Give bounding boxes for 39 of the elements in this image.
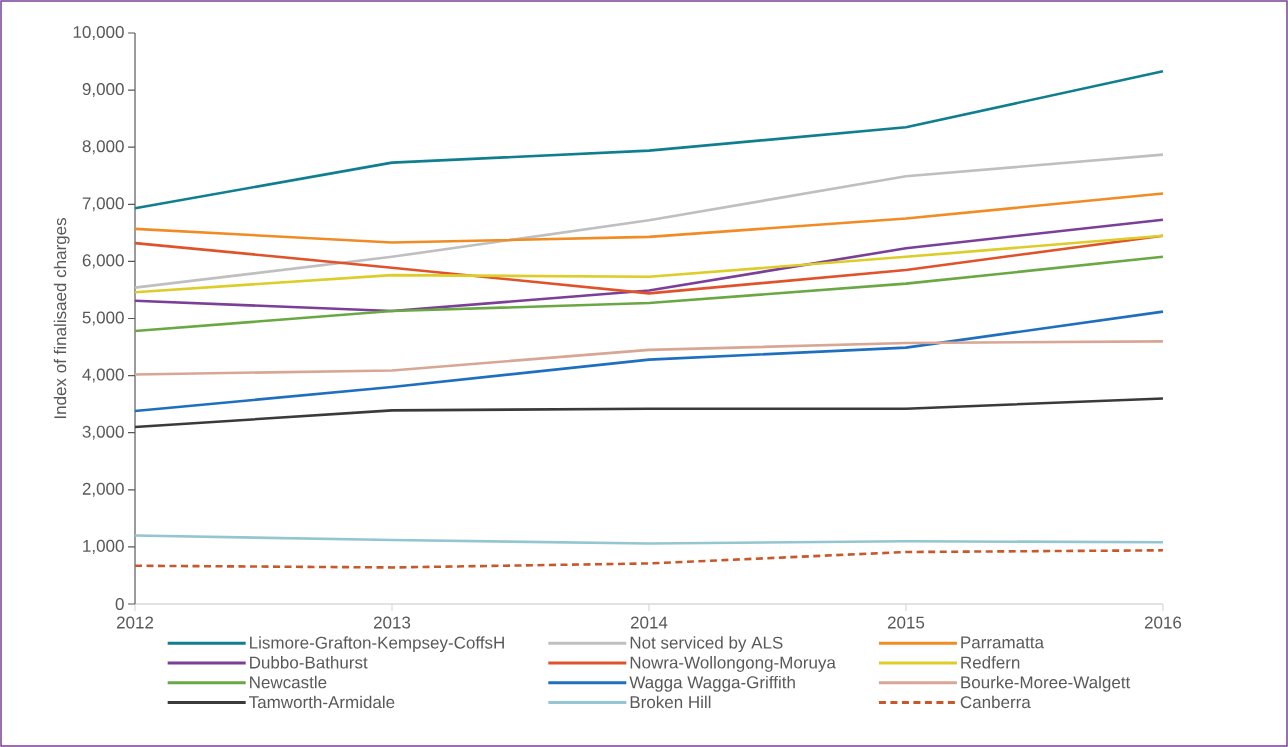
legend-label: Canberra <box>960 695 1031 709</box>
line-series <box>133 310 1165 413</box>
line-series <box>133 340 1165 376</box>
legend-label: Nowra-Wollongong-Moruya <box>630 656 836 672</box>
legend-label: Bourke-Moree-Walgett <box>961 675 1131 692</box>
legend-label: Dubbo-Bathurst <box>250 656 368 669</box>
x-tick-label: 2014 <box>630 616 668 629</box>
line-series <box>133 218 1165 313</box>
y-tick-label: 6,000 <box>82 254 124 269</box>
y-tick-label: 3,000 <box>82 425 124 440</box>
legend-label: Parramatta <box>961 636 1044 649</box>
line-series <box>133 534 1165 545</box>
y-axis-title: Index of finalisaed charges <box>53 218 70 419</box>
line-series <box>133 153 1165 289</box>
line-series <box>133 192 1165 244</box>
y-tick-label: 7,000 <box>82 197 124 212</box>
x-tick-label: 2016 <box>1144 616 1182 629</box>
y-tick-label: 4,000 <box>82 368 124 383</box>
legend-label: Redfern <box>961 656 1020 669</box>
y-tick-label: 10,000 <box>73 25 124 41</box>
y-tick-label: 0 <box>115 597 124 611</box>
legend-label: Newcastle <box>250 675 327 689</box>
x-tick-label: 2013 <box>373 616 411 629</box>
legend-label: Broken Hill <box>630 695 711 709</box>
line-series <box>133 549 1165 569</box>
line-series <box>133 255 1165 333</box>
y-tick-label: 1,000 <box>83 539 124 554</box>
y-tick-label: 5,000 <box>82 311 124 326</box>
y-tick-label: 8,000 <box>82 140 124 155</box>
legend-label: Tamworth-Armidale <box>249 695 395 709</box>
y-tick-label: 2,000 <box>82 482 124 497</box>
legend-label: Wagga Wagga-Griffith <box>629 675 795 692</box>
x-tick-label: 2012 <box>116 616 154 629</box>
line-series <box>133 397 1165 429</box>
legend-label: Lismore-Grafton-Kempsey-CoffsH <box>250 636 504 653</box>
y-tick-label: 9,000 <box>82 83 124 98</box>
legend-label: Not serviced by ALS <box>630 636 783 653</box>
line-series <box>133 69 1165 210</box>
x-tick-label: 2015 <box>887 616 925 629</box>
